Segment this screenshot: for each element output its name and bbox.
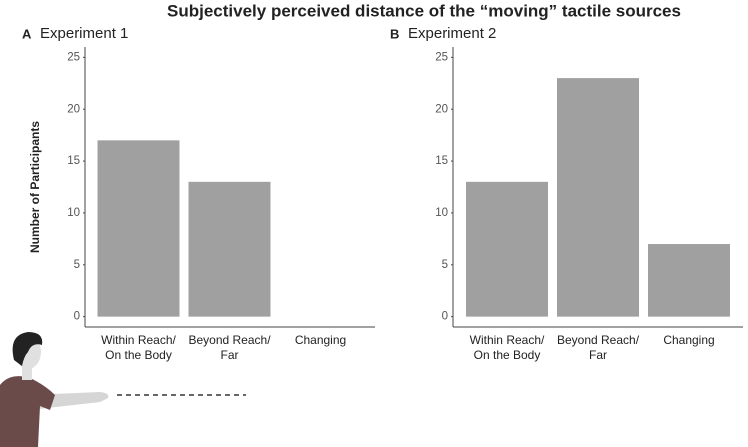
bar bbox=[648, 244, 730, 317]
figure-title: Subjectively perceived distance of the “… bbox=[167, 1, 681, 20]
y-tick-label: 15 bbox=[67, 155, 80, 167]
y-tick-label: 25 bbox=[67, 51, 80, 63]
neck bbox=[22, 366, 32, 380]
bar bbox=[466, 181, 548, 317]
x-tick-label: Far bbox=[221, 348, 239, 362]
y-tick-label: 0 bbox=[74, 311, 80, 323]
bar bbox=[97, 140, 180, 317]
y-tick-label: 25 bbox=[435, 51, 448, 63]
panel-label: B bbox=[390, 26, 399, 41]
y-tick-label: 10 bbox=[67, 207, 80, 219]
y-tick-label: 0 bbox=[442, 311, 448, 323]
x-tick-label: On the Body bbox=[105, 348, 172, 362]
y-tick-label: 5 bbox=[74, 259, 80, 271]
x-tick-label: Changing bbox=[663, 333, 714, 347]
y-axis-label: Number of Participants bbox=[28, 121, 42, 253]
x-tick-label: Beyond Reach/ bbox=[188, 333, 271, 347]
x-tick-label: Far bbox=[589, 348, 607, 362]
y-tick-label: 15 bbox=[435, 155, 448, 167]
panel-title: Experiment 2 bbox=[408, 25, 496, 42]
bar bbox=[557, 78, 639, 317]
y-tick-label: 10 bbox=[435, 207, 448, 219]
y-tick-label: 20 bbox=[435, 103, 448, 115]
y-tick-label: 20 bbox=[67, 103, 80, 115]
x-tick-label: Within Reach/ bbox=[470, 333, 545, 347]
bar bbox=[188, 181, 271, 317]
panel-title: Experiment 1 bbox=[40, 25, 128, 42]
hair bbox=[12, 332, 43, 366]
y-tick-label: 5 bbox=[442, 259, 448, 271]
x-tick-label: Within Reach/ bbox=[101, 333, 176, 347]
person-illustration bbox=[0, 332, 246, 447]
body bbox=[0, 376, 55, 447]
x-tick-label: Changing bbox=[295, 333, 346, 347]
x-tick-label: On the Body bbox=[474, 348, 541, 362]
x-tick-label: Beyond Reach/ bbox=[557, 333, 640, 347]
panel-label: A bbox=[22, 26, 32, 41]
